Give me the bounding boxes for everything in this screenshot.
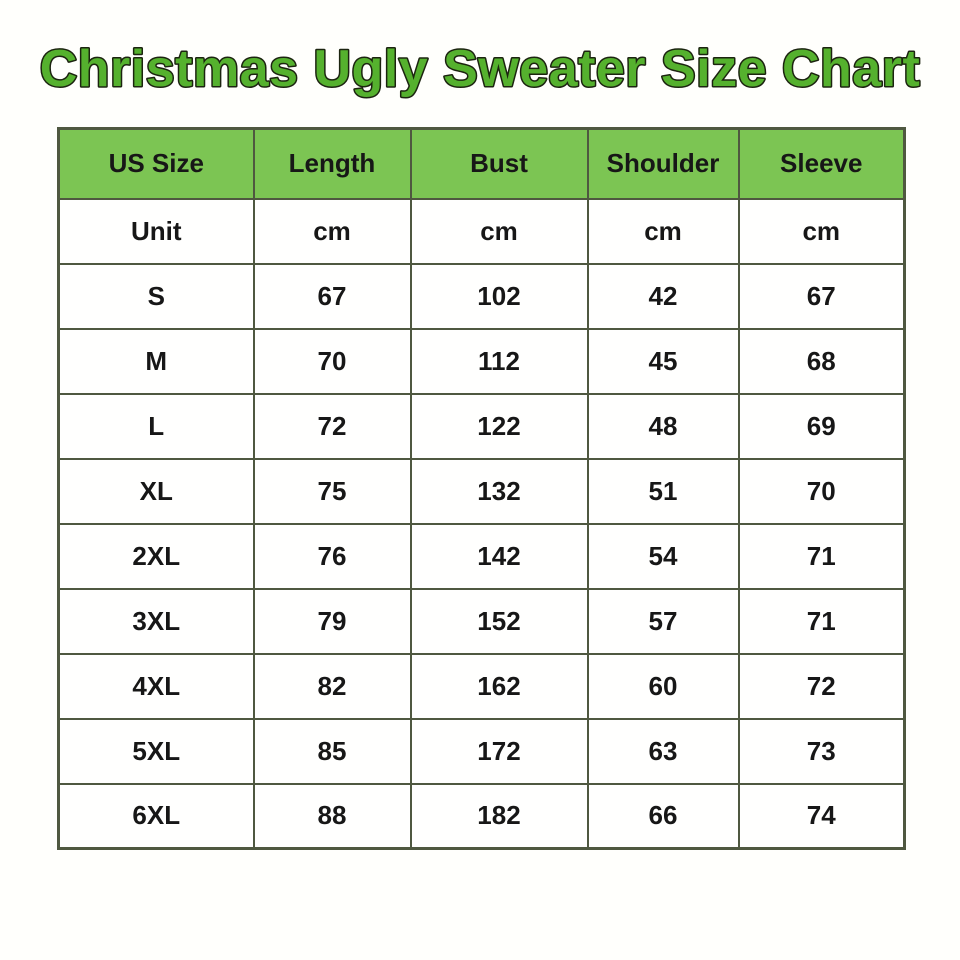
size-label: 6XL (57, 782, 255, 850)
table-row: S 67 102 42 67 (57, 262, 906, 330)
value-cell: 79 (252, 587, 412, 655)
value-cell: 76 (252, 522, 412, 590)
value-cell: 88 (252, 782, 412, 850)
unit-cell: cm (252, 197, 412, 265)
value-cell: 45 (586, 327, 740, 395)
size-label: 5XL (57, 717, 255, 785)
size-label: L (57, 392, 255, 460)
title-svg: Christmas Ugly Sweater Size Chart (38, 39, 921, 100)
value-cell: 72 (737, 652, 906, 720)
header-cell-bust: Bust (409, 127, 589, 200)
size-label: S (57, 262, 255, 330)
table-body: Unit cm cm cm cm S 67 102 42 67 M 70 112 45 68 L 72 122 48… (57, 197, 906, 850)
table-row: 2XL 76 142 54 71 (57, 522, 906, 590)
header-cell-shoulder: Shoulder (586, 127, 740, 200)
value-cell: 75 (252, 457, 412, 525)
value-cell: 72 (252, 392, 412, 460)
table-row: L 72 122 48 69 (57, 392, 906, 460)
value-cell: 57 (586, 587, 740, 655)
value-cell: 70 (252, 327, 412, 395)
unit-cell: cm (737, 197, 906, 265)
header-cell-sleeve: Sleeve (737, 127, 906, 200)
value-cell: 152 (409, 587, 589, 655)
value-cell: 48 (586, 392, 740, 460)
page-title: Christmas Ugly Sweater Size Chart (40, 40, 921, 98)
value-cell: 172 (409, 717, 589, 785)
unit-cell: cm (586, 197, 740, 265)
value-cell: 132 (409, 457, 589, 525)
size-chart-table: US Size Length Bust Shoulder Sleeve Unit cm cm… (57, 127, 906, 850)
unit-label: Unit (57, 197, 255, 265)
value-cell: 60 (586, 652, 740, 720)
value-cell: 82 (252, 652, 412, 720)
value-cell: 102 (409, 262, 589, 330)
value-cell: 67 (252, 262, 412, 330)
size-label: 4XL (57, 652, 255, 720)
unit-row: Unit cm cm cm cm (57, 197, 906, 265)
table-row: M 70 112 45 68 (57, 327, 906, 395)
size-label: 3XL (57, 587, 255, 655)
value-cell: 71 (737, 522, 906, 590)
table-row: 5XL 85 172 63 73 (57, 717, 906, 785)
value-cell: 69 (737, 392, 906, 460)
value-cell: 85 (252, 717, 412, 785)
table-row: XL 75 132 51 70 (57, 457, 906, 525)
header-cell-length: Length (252, 127, 412, 200)
value-cell: 42 (586, 262, 740, 330)
value-cell: 122 (409, 392, 589, 460)
value-cell: 74 (737, 782, 906, 850)
value-cell: 112 (409, 327, 589, 395)
table-row: 4XL 82 162 60 72 (57, 652, 906, 720)
table-row: 3XL 79 152 57 71 (57, 587, 906, 655)
value-cell: 182 (409, 782, 589, 850)
value-cell: 70 (737, 457, 906, 525)
value-cell: 162 (409, 652, 589, 720)
unit-cell: cm (409, 197, 589, 265)
size-label: XL (57, 457, 255, 525)
page-title-area: Christmas Ugly Sweater Size Chart (0, 0, 960, 120)
size-label: 2XL (57, 522, 255, 590)
value-cell: 54 (586, 522, 740, 590)
table-row: 6XL 88 182 66 74 (57, 782, 906, 850)
header-cell-us-size: US Size (57, 127, 255, 200)
size-label: M (57, 327, 255, 395)
header-row: US Size Length Bust Shoulder Sleeve (57, 127, 906, 200)
value-cell: 66 (586, 782, 740, 850)
value-cell: 67 (737, 262, 906, 330)
value-cell: 63 (586, 717, 740, 785)
value-cell: 71 (737, 587, 906, 655)
table-header: US Size Length Bust Shoulder Sleeve (57, 127, 906, 200)
value-cell: 73 (737, 717, 906, 785)
value-cell: 68 (737, 327, 906, 395)
value-cell: 142 (409, 522, 589, 590)
value-cell: 51 (586, 457, 740, 525)
